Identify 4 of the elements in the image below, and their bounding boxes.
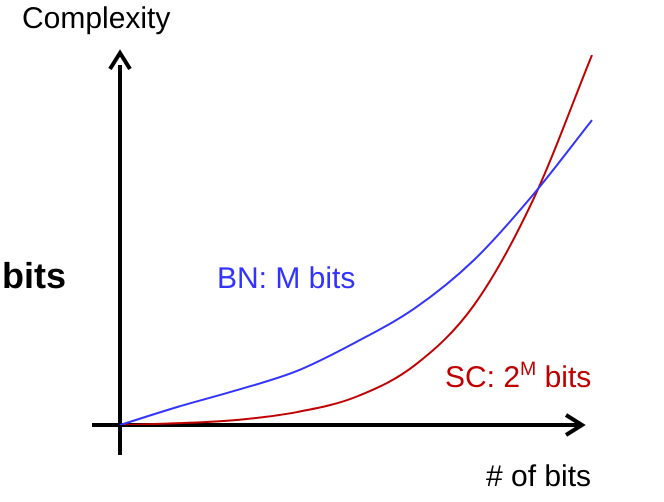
y-axis-title: Complexity xyxy=(22,2,170,36)
text: bits xyxy=(2,255,66,297)
series-label: BN: M bits xyxy=(217,262,356,295)
x-axis-title: # of bits xyxy=(486,460,592,494)
